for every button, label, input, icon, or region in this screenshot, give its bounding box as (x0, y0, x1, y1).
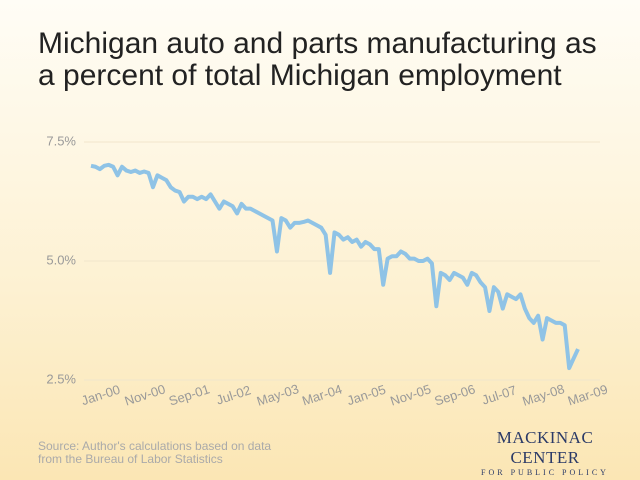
source: Source: Author's calculations based on d… (38, 440, 271, 466)
x-tick-label: Mar-09 (566, 381, 610, 408)
x-tick-label: May-08 (520, 381, 566, 409)
y-tick-label: 5.0% (46, 252, 76, 267)
x-tick-label: Sep-06 (433, 381, 478, 408)
y-tick-label: 7.5% (46, 133, 76, 148)
x-tick-label: Mar-04 (300, 381, 344, 408)
x-tick-label: Jul-07 (480, 382, 518, 407)
x-tick-label: Nov-05 (388, 381, 433, 408)
x-tick-label: May-03 (255, 381, 301, 409)
x-tick-label: Jan-05 (345, 382, 387, 409)
logo-tagline: FOR PUBLIC POLICY (481, 468, 609, 477)
y-tick-label: 2.5% (46, 371, 76, 386)
x-tick-label: Jan-00 (79, 382, 121, 409)
source-line: from the Bureau of Labor Statistics (38, 452, 223, 466)
logo: MACKINAC CENTER FOR PUBLIC POLICY (470, 428, 620, 477)
data-line (90, 162, 580, 371)
x-tick-label: Sep-01 (167, 381, 212, 408)
chart-title: Michigan auto and parts manufacturing as… (38, 27, 597, 92)
logo-name: MACKINAC CENTER (496, 428, 594, 467)
source-line: Source: Author's calculations based on d… (38, 439, 272, 453)
chart: 7.5%5.0%2.5%Jan-00 Nov-00 Sep-01 Jul-02 May-… (46, 133, 610, 409)
x-tick-label: Nov-00 (123, 381, 168, 408)
x-tick-label: Jul-02 (214, 382, 252, 407)
